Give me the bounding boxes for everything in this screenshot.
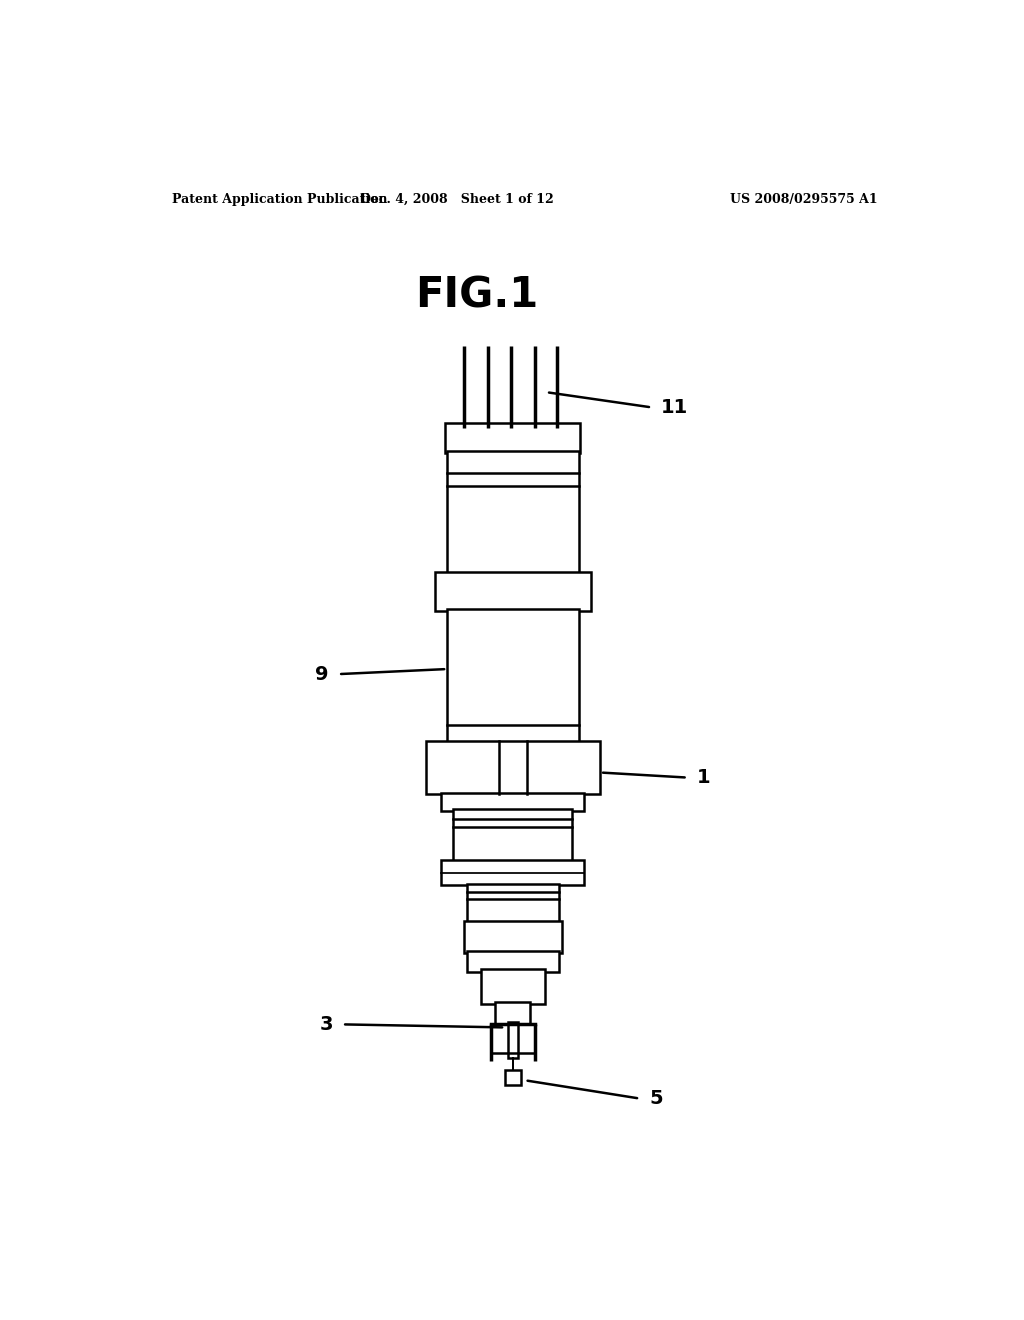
Bar (435, 572, 591, 611)
Bar (508, 1022, 518, 1057)
Bar (441, 859, 585, 886)
Text: FIG.1: FIG.1 (416, 275, 539, 317)
Bar (505, 1071, 521, 1085)
Bar (467, 952, 559, 972)
Text: 11: 11 (662, 397, 688, 417)
Text: Patent Application Publication: Patent Application Publication (172, 193, 387, 206)
Bar (441, 792, 585, 810)
Bar (464, 921, 562, 953)
Text: 1: 1 (697, 768, 711, 787)
Bar (445, 422, 581, 453)
Bar (447, 609, 579, 743)
Bar (496, 1002, 530, 1024)
Text: Dec. 4, 2008   Sheet 1 of 12: Dec. 4, 2008 Sheet 1 of 12 (360, 193, 554, 206)
Bar (426, 741, 600, 793)
Bar (454, 809, 572, 862)
Bar (467, 884, 559, 923)
Text: 5: 5 (649, 1089, 663, 1107)
Bar (447, 451, 579, 576)
Text: US 2008/0295575 A1: US 2008/0295575 A1 (730, 193, 878, 206)
Text: 9: 9 (315, 665, 329, 684)
Bar (481, 969, 545, 1005)
Text: 3: 3 (319, 1015, 333, 1034)
